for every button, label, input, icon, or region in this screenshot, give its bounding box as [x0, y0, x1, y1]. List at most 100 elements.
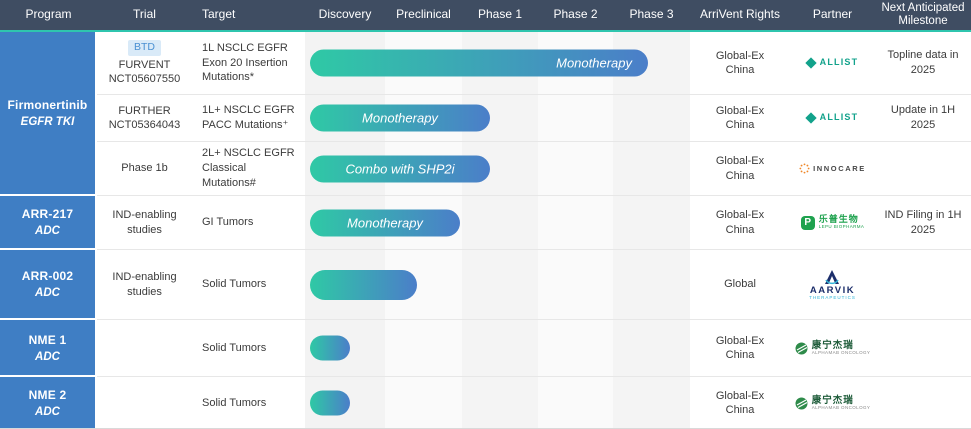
trial-name: IND-enabling studies: [112, 271, 177, 298]
phase-track: Monotherapy: [305, 95, 690, 142]
rights-cell: Global-Ex China: [690, 32, 790, 95]
pipeline-bar: Combo with SHP2i: [310, 155, 490, 182]
milestone-cell: [875, 250, 971, 320]
phase2-column-stripe: [538, 32, 613, 428]
lepu-english-wordmark: LEPU BIOPHARMA: [818, 224, 865, 230]
allist-diamond-icon: [804, 57, 817, 69]
target-cell: 2L+ NSCLC EGFR Classical Mutations#: [192, 142, 305, 196]
alphamab-chinese-wordmark: 康宁杰瑞: [811, 394, 854, 406]
alphamab-english-wordmark: ALPHAMAB ONCOLOGY: [811, 350, 871, 355]
col-header-preclinical: Preclinical: [385, 0, 462, 32]
rights-cell: Global-Ex China: [690, 320, 790, 377]
innocare-wordmark: INNOCARE: [813, 163, 866, 173]
rights-cell: Global: [690, 250, 790, 320]
program-modality: ADC: [35, 350, 60, 363]
rights-cell: Global-Ex China: [715, 389, 765, 416]
phase-track: [305, 320, 690, 377]
aarvik-wordmark: AARVIK: [809, 284, 856, 296]
aarvik-logo: AARVIK THERAPEUTICS: [809, 269, 856, 301]
program-cell-firmonertinib: Firmonertinib EGFR TKI: [0, 32, 97, 196]
milestone-cell: [875, 377, 971, 428]
partner-cell: P 乐普生物 LEPU BIOPHARMA: [790, 196, 875, 250]
program-name: NME 1: [28, 332, 67, 347]
allist-logo: ALLIST: [804, 112, 859, 124]
milestone-cell: [875, 142, 971, 196]
trial-cell: FURTHER NCT05364043: [97, 95, 192, 142]
col-header-partner: Partner: [790, 0, 875, 32]
trial-cell: IND-enabling studies: [97, 196, 192, 250]
col-header-phase3: Phase 3: [613, 0, 690, 32]
milestone-cell: Update in 1H 2025: [875, 95, 971, 142]
lepu-chinese-wordmark: 乐普生物: [818, 214, 859, 225]
phase3-column-stripe: [613, 32, 690, 428]
partner-cell: 康宁杰瑞 ALPHAMAB ONCOLOGY: [790, 320, 875, 377]
alphamab-circle-icon: [795, 342, 808, 354]
program-name: NME 2: [28, 388, 67, 402]
milestone-cell: [875, 320, 971, 377]
allist-wordmark: ALLIST: [819, 57, 859, 68]
btd-badge: BTD: [128, 39, 161, 56]
phase-track: [305, 377, 690, 428]
trial-cell: BTD FURVENT NCT05607550: [97, 32, 192, 95]
phase1-column-stripe: [462, 32, 538, 428]
allist-logo: ALLIST: [804, 57, 859, 69]
trial-cell: IND-enabling studies: [97, 250, 192, 320]
alphamab-circle-icon: [795, 397, 808, 409]
col-header-milestone: Next Anticipated Milestone: [875, 0, 971, 32]
trial-id: NCT05607550: [108, 72, 181, 85]
innocare-logo: INNOCARE: [799, 163, 866, 174]
col-header-target: Target: [192, 0, 305, 32]
aarvik-subtitle: THERAPEUTICS: [809, 295, 856, 300]
pipeline-bar: Monotherapy: [310, 104, 490, 132]
phase-track: [305, 250, 690, 320]
phase-track: Monotherapy: [305, 196, 690, 250]
program-cell-nme1: NME 1 ADC: [0, 320, 97, 377]
partner-cell: ALLIST: [790, 95, 875, 142]
pipeline-bar: Monotherapy: [310, 209, 460, 236]
lepu-p-icon: P: [800, 215, 815, 230]
program-name: Firmonertinib: [7, 98, 88, 112]
alphamab-logo: 康宁杰瑞 ALPHAMAB ONCOLOGY: [795, 394, 871, 411]
rights-cell: Global-Ex China: [690, 142, 790, 196]
trial-cell: Phase 1b: [97, 142, 192, 196]
partner-cell: 康宁杰瑞 ALPHAMAB ONCOLOGY: [790, 377, 875, 428]
milestone-cell: Topline data in 2025: [875, 32, 971, 95]
col-header-phase1: Phase 1: [462, 0, 538, 32]
trial-name: Phase 1b: [121, 162, 168, 175]
milestone-cell: IND Filing in 1H 2025: [875, 196, 971, 250]
alphamab-english-wordmark: ALPHAMAB ONCOLOGY: [811, 405, 871, 410]
col-header-phase2: Phase 2: [538, 0, 613, 32]
rights-cell: Global-Ex China: [690, 196, 790, 250]
target-cell: GI Tumors: [192, 196, 305, 250]
target-cell: 1L NSCLC EGFR Exon 20 Insertion Mutation…: [192, 32, 305, 95]
program-modality: ADC: [35, 225, 60, 237]
aarvik-a-icon: [825, 269, 840, 284]
col-header-rights: ArriVent Rights: [690, 0, 790, 32]
rights-cell: Global-Ex China: [690, 95, 790, 142]
col-header-program: Program: [0, 0, 97, 32]
target-cell: Solid Tumors: [192, 320, 305, 377]
partner-cell: INNOCARE: [790, 142, 875, 196]
program-modality: EGFR TKI: [20, 116, 75, 128]
pipeline-bar: Monotherapy: [310, 49, 648, 77]
pipeline-bar: [310, 269, 417, 300]
lepu-logo: P 乐普生物 LEPU BIOPHARMA: [800, 214, 865, 230]
program-modality: ADC: [35, 406, 60, 418]
pipeline-bar: [310, 390, 350, 416]
phase-track: Monotherapy: [305, 32, 690, 95]
program-cell-arr002: ARR-002 ADC: [0, 250, 97, 320]
trial-id: NCT05364043: [108, 119, 181, 131]
innocare-sunburst-icon: [799, 163, 810, 174]
trial-cell: [97, 377, 192, 428]
program-name: ARR-002: [21, 269, 74, 283]
target-cell: 1L+ NSCLC EGFR PACC Mutations⁺: [192, 95, 305, 142]
allist-diamond-icon: [804, 112, 817, 124]
target-cell: Solid Tumors: [202, 396, 267, 409]
target-cell: Solid Tumors: [192, 250, 305, 320]
partner-cell: ALLIST: [790, 32, 875, 95]
program-modality: ADC: [35, 287, 60, 299]
alphamab-logo: 康宁杰瑞 ALPHAMAB ONCOLOGY: [795, 340, 871, 356]
trial-name: IND-enabling studies: [112, 209, 177, 236]
trial-name: FURTHER: [118, 104, 171, 117]
